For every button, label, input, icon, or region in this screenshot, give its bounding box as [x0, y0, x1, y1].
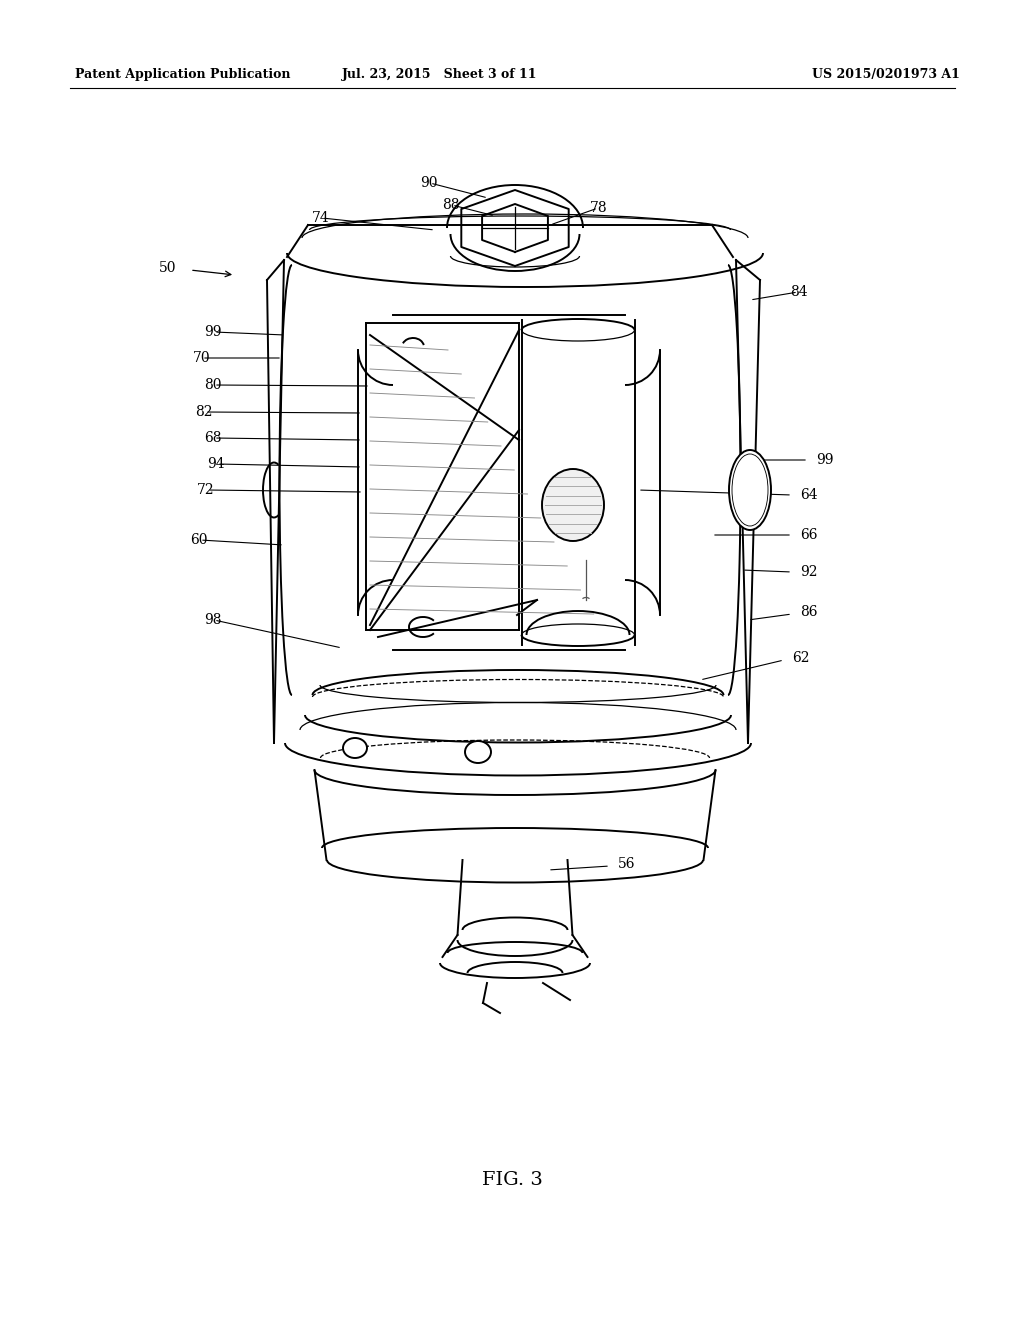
Ellipse shape: [729, 450, 771, 531]
Text: 74: 74: [312, 211, 330, 224]
Text: 88: 88: [442, 198, 460, 213]
Text: 80: 80: [205, 378, 222, 392]
Text: FIG. 3: FIG. 3: [481, 1171, 543, 1189]
Text: 78: 78: [590, 201, 607, 215]
Text: 50: 50: [160, 261, 177, 275]
Ellipse shape: [465, 741, 490, 763]
Text: 64: 64: [800, 488, 817, 502]
Text: 99: 99: [205, 325, 222, 339]
Text: 84: 84: [790, 285, 808, 300]
Text: 68: 68: [205, 432, 222, 445]
Text: 99: 99: [816, 453, 834, 467]
Text: 86: 86: [800, 605, 817, 619]
Text: 72: 72: [198, 483, 215, 498]
Text: 92: 92: [800, 565, 817, 579]
Text: 82: 82: [196, 405, 213, 418]
Text: 98: 98: [205, 612, 222, 627]
Text: Jul. 23, 2015   Sheet 3 of 11: Jul. 23, 2015 Sheet 3 of 11: [342, 69, 538, 81]
Text: Patent Application Publication: Patent Application Publication: [75, 69, 291, 81]
Text: 60: 60: [190, 533, 208, 546]
Text: 70: 70: [193, 351, 210, 366]
Text: 62: 62: [792, 651, 810, 665]
Ellipse shape: [343, 738, 367, 758]
Text: 66: 66: [800, 528, 817, 543]
Text: US 2015/0201973 A1: US 2015/0201973 A1: [812, 69, 961, 81]
Ellipse shape: [542, 469, 604, 541]
Text: 94: 94: [208, 457, 225, 471]
Text: 90: 90: [421, 176, 438, 190]
Text: 56: 56: [618, 857, 636, 871]
